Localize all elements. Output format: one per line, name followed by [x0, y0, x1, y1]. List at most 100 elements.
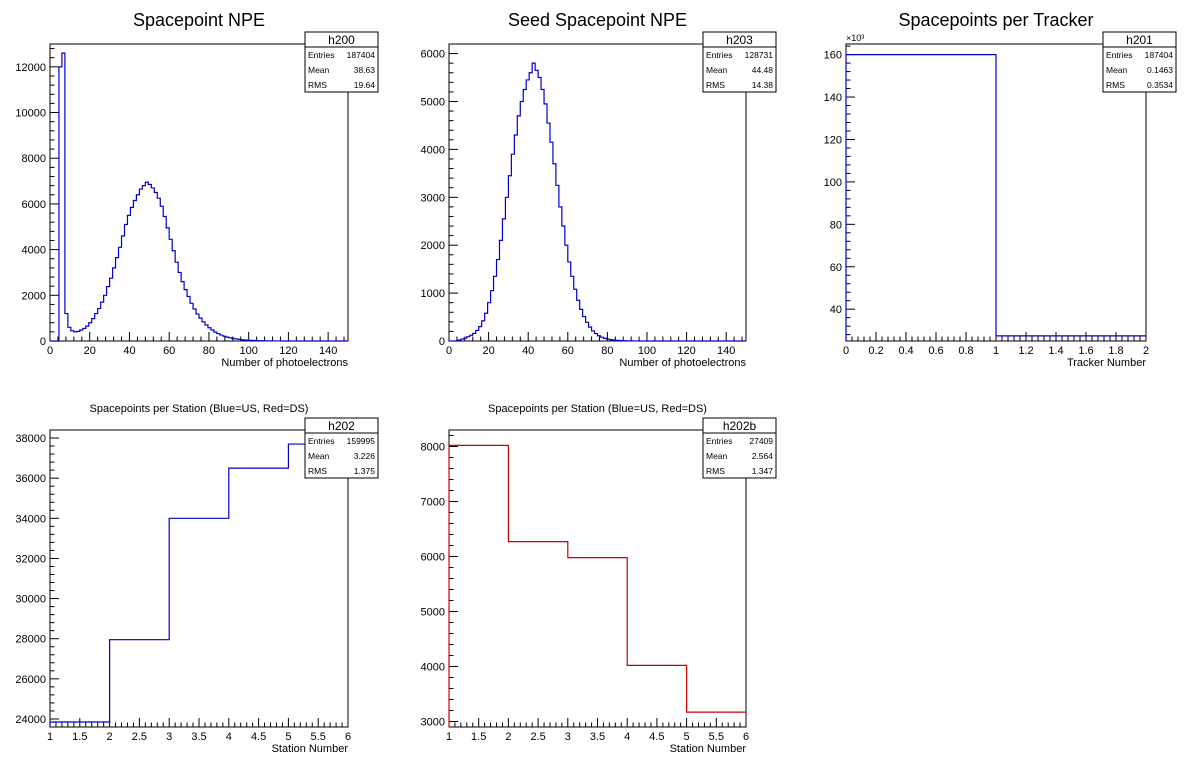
chart-panel-h202b: Spacepoints per Station (Blue=US, Red=DS…	[421, 403, 777, 755]
histogram-bin	[104, 295, 107, 341]
histogram-bin	[220, 335, 223, 341]
x-tick-label: 120	[279, 345, 297, 357]
histogram-line	[50, 52, 348, 342]
histogram-bin	[589, 327, 592, 341]
histogram-bin	[541, 90, 544, 341]
histogram-bin	[467, 337, 470, 341]
histogram-bin	[139, 189, 142, 341]
histogram-bin	[505, 197, 508, 341]
stats-key: RMS	[706, 466, 725, 476]
histogram-bin	[562, 226, 565, 341]
x-tick-label: 1.5	[471, 731, 486, 743]
histogram-bin	[464, 338, 467, 341]
stats-value: 128731	[745, 50, 774, 60]
histogram-bin	[846, 55, 996, 341]
x-tick-label: 1	[446, 731, 452, 743]
histogram-bin	[92, 319, 95, 341]
histogram-bin	[211, 330, 214, 341]
histogram-bin	[80, 330, 83, 341]
histogram-bin	[473, 333, 476, 341]
histogram-bin	[595, 334, 598, 341]
histogram-bin	[535, 70, 538, 341]
y-tick-label: 30000	[15, 594, 46, 606]
y-tick-label: 100	[824, 177, 842, 189]
histogram-line	[448, 444, 746, 727]
histogram-bin	[574, 289, 577, 341]
y-tick-label: 5000	[421, 607, 445, 619]
histogram-bin	[65, 314, 68, 341]
histogram-line	[449, 62, 746, 342]
stats-value: 0.3534	[1147, 80, 1173, 90]
y-tick-label: 3000	[421, 717, 445, 729]
histogram-bin	[606, 339, 609, 341]
stats-box: h201 Entries 187404 Mean 0.1463 RMS 0.3534	[1102, 31, 1177, 93]
histogram-bin	[497, 260, 500, 341]
histogram-bin	[244, 340, 247, 341]
histogram-bin	[514, 135, 517, 341]
x-tick-label: 120	[677, 345, 695, 357]
y-tick-label: 120	[824, 134, 842, 146]
x-axis-title: Number of photoelectrons	[619, 357, 746, 369]
histogram-bin	[110, 278, 113, 341]
histogram-bin	[247, 340, 250, 341]
histogram-bin	[532, 63, 535, 341]
histogram-bin	[193, 309, 196, 341]
histogram-bin	[226, 337, 229, 341]
stats-key: Mean	[308, 451, 330, 461]
x-tick-label: 0	[446, 345, 452, 357]
histogram-bin	[127, 215, 130, 341]
chart-panel-h201: Spacepoints per Tracker 0 0.2 0.4 0.6 0.8 1 1.2…	[824, 10, 1177, 369]
stats-box-name: h203	[726, 33, 753, 47]
histogram-bin	[502, 219, 505, 341]
histogram-bin	[461, 339, 464, 341]
stats-box-frame	[702, 417, 777, 479]
histogram-bin	[238, 339, 241, 341]
chart-panel-h203: Seed Spacepoint NPE 0 20 40 60 80 100 120 140 0 10…	[421, 10, 777, 369]
histogram-bin	[101, 302, 104, 341]
chart-panel-h200: Spacepoint NPE 0 20 40 60 80 100 120 140 0 2000 400…	[15, 10, 379, 369]
histogram-bin	[241, 340, 244, 341]
chart-panel-h202: Spacepoints per Station (Blue=US, Red=DS…	[15, 403, 379, 755]
histogram-bin	[181, 282, 184, 341]
histogram-bin	[479, 327, 482, 341]
x-tick-label: 2	[505, 731, 511, 743]
histogram-bin	[77, 331, 80, 341]
y-tick-label: 4000	[421, 662, 445, 674]
histogram-bin	[458, 340, 461, 341]
y-tick-label: 1000	[421, 288, 445, 300]
histogram-bin	[568, 558, 627, 727]
stats-key: Entries	[308, 50, 334, 60]
x-tick-label: 6	[345, 731, 351, 743]
histogram-bin	[494, 276, 497, 341]
y-multiplier-label: ×10³	[846, 33, 864, 43]
y-tick-label: 2000	[421, 240, 445, 252]
x-tick-label: 20	[482, 345, 494, 357]
y-tick-label: 32000	[15, 553, 46, 565]
x-tick-label: 2.5	[530, 731, 545, 743]
x-tick-label: 40	[123, 345, 135, 357]
stats-box-frame	[702, 31, 777, 93]
y-tick-label: 6000	[22, 199, 46, 211]
histogram-bin	[95, 314, 98, 341]
stats-key: Mean	[1106, 65, 1128, 75]
chart-title: Seed Spacepoint NPE	[508, 10, 687, 30]
x-tick-label: 5	[285, 731, 291, 743]
x-tick-label: 40	[522, 345, 534, 357]
histogram-bin	[523, 90, 526, 341]
histogram-bin	[449, 445, 508, 727]
histogram-bin	[98, 309, 101, 341]
y-tick-label: 7000	[421, 497, 445, 509]
histogram-bin	[196, 314, 199, 341]
chart-title: Spacepoints per Station (Blue=US, Red=DS…	[90, 403, 309, 415]
histogram-bin	[553, 164, 556, 341]
y-tick-label: 3000	[421, 192, 445, 204]
x-tick-label: 0.4	[898, 345, 913, 357]
stats-value: 44.48	[752, 65, 774, 75]
stats-box-name: h202b	[723, 419, 757, 433]
stats-value: 0.1463	[1147, 65, 1173, 75]
histogram-bin	[151, 188, 154, 341]
stats-box-name: h200	[328, 33, 355, 47]
histogram-bin	[190, 303, 193, 341]
x-tick-label: 4	[226, 731, 232, 743]
